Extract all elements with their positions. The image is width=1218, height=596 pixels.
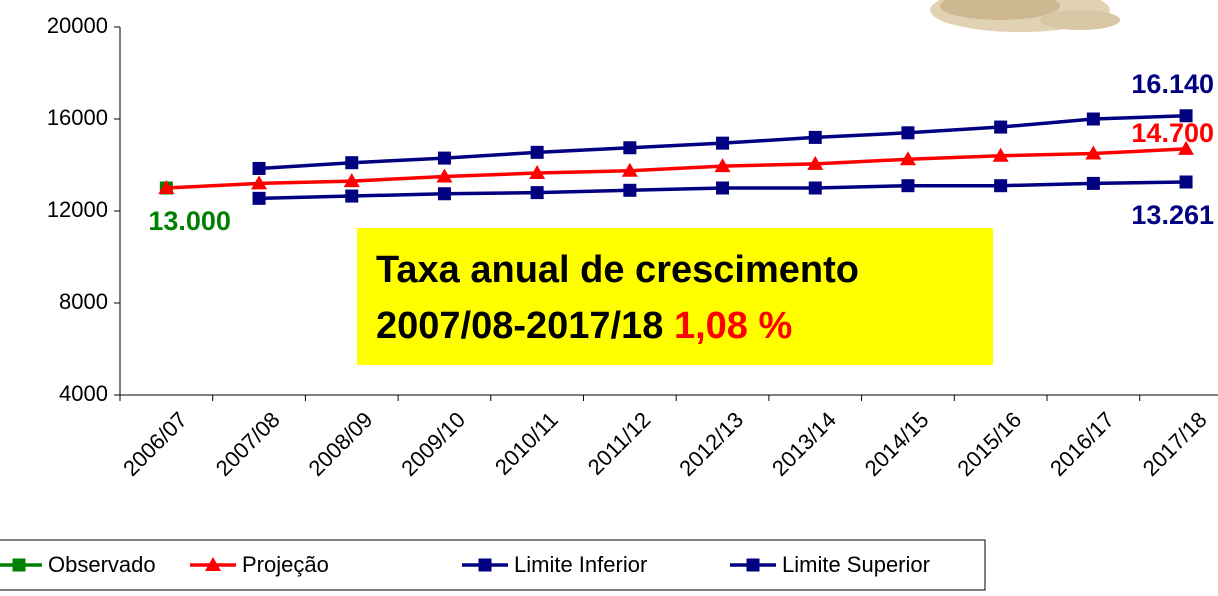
y-tick-label: 20000 [47, 13, 108, 38]
x-tick-label: 2009/10 [396, 407, 470, 481]
x-tick-label: 2008/09 [303, 407, 377, 481]
series-line [166, 149, 1186, 188]
marker [901, 179, 914, 192]
x-tick-label: 2012/13 [674, 407, 748, 481]
marker [809, 131, 822, 144]
marker [253, 192, 266, 205]
chart: Taxa anual de crescimento 2007/08-2017/1… [0, 0, 1218, 596]
marker [809, 182, 822, 195]
x-tick-label: 2014/15 [860, 407, 934, 481]
marker [345, 190, 358, 203]
marker [1180, 175, 1193, 188]
legend-label: Observado [48, 552, 156, 577]
marker [1087, 177, 1100, 190]
y-tick-label: 12000 [47, 197, 108, 222]
value-label: 13.000 [148, 206, 231, 236]
marker [994, 121, 1007, 134]
legend-label: Limite Superior [782, 552, 930, 577]
x-tick-label: 2006/07 [118, 407, 192, 481]
value-label: 14.700 [1131, 118, 1214, 148]
marker [623, 184, 636, 197]
marker [716, 137, 729, 150]
marker [901, 126, 914, 139]
x-tick-label: 2017/18 [1138, 407, 1212, 481]
marker [253, 162, 266, 175]
value-label: 16.140 [1131, 69, 1214, 99]
x-tick-label: 2016/17 [1045, 407, 1119, 481]
y-tick-label: 4000 [59, 381, 108, 406]
value-label: 13.261 [1131, 200, 1214, 230]
marker [716, 182, 729, 195]
marker [438, 152, 451, 165]
annotation-line: Taxa anual de crescimento [376, 249, 859, 291]
legend-marker [747, 559, 760, 572]
x-tick-label: 2010/11 [490, 407, 563, 480]
rice-image [930, 0, 1120, 32]
marker [345, 156, 358, 169]
legend-label: Projeção [242, 552, 329, 577]
x-tick-label: 2015/16 [952, 407, 1026, 481]
marker [531, 146, 544, 159]
marker [438, 187, 451, 200]
annotation-line: 2007/08-2017/18 1,08 % [376, 305, 792, 347]
legend-marker [479, 559, 492, 572]
legend-label: Limite Inferior [514, 552, 647, 577]
marker [994, 179, 1007, 192]
marker [531, 186, 544, 199]
legend-marker [13, 559, 26, 572]
y-tick-label: 8000 [59, 289, 108, 314]
x-tick-label: 2007/08 [211, 407, 285, 481]
x-tick-label: 2013/14 [767, 407, 841, 481]
y-tick-label: 16000 [47, 105, 108, 130]
marker [623, 141, 636, 154]
marker [1087, 113, 1100, 126]
marker [1180, 109, 1193, 122]
x-tick-label: 2011/12 [583, 407, 656, 480]
